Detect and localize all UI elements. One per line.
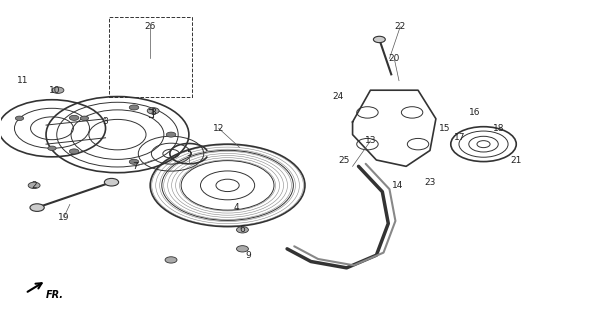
Circle shape: [147, 108, 159, 114]
Text: 12: 12: [213, 124, 224, 133]
Text: 18: 18: [493, 124, 504, 133]
Circle shape: [52, 87, 64, 93]
Text: 26: 26: [145, 22, 156, 31]
Circle shape: [48, 146, 56, 150]
Circle shape: [30, 204, 44, 212]
Text: 8: 8: [150, 108, 156, 117]
Text: 20: 20: [389, 54, 400, 63]
Text: FR.: FR.: [46, 290, 64, 300]
Text: 25: 25: [338, 156, 349, 164]
Text: 3: 3: [103, 117, 108, 126]
Circle shape: [28, 182, 40, 188]
Text: 7: 7: [132, 162, 138, 171]
Text: 23: 23: [424, 178, 435, 187]
Circle shape: [69, 149, 79, 154]
Text: 21: 21: [511, 156, 522, 164]
Circle shape: [16, 116, 24, 121]
Text: 19: 19: [58, 212, 69, 222]
Text: 2: 2: [31, 181, 37, 190]
Text: 11: 11: [17, 76, 28, 85]
Circle shape: [165, 257, 177, 263]
Circle shape: [105, 178, 118, 186]
Text: 24: 24: [332, 92, 343, 101]
Text: 10: 10: [49, 86, 61, 95]
Text: 5: 5: [186, 149, 192, 158]
Circle shape: [236, 227, 248, 233]
Text: 15: 15: [439, 124, 450, 133]
Text: 17: 17: [454, 133, 465, 142]
Text: 4: 4: [234, 203, 239, 212]
Text: 14: 14: [392, 181, 403, 190]
Circle shape: [80, 116, 89, 121]
Text: 9: 9: [246, 251, 251, 260]
Text: 6: 6: [240, 225, 245, 234]
Text: 22: 22: [395, 22, 406, 31]
Circle shape: [129, 105, 139, 110]
Circle shape: [236, 246, 248, 252]
Circle shape: [373, 36, 385, 43]
Circle shape: [166, 132, 176, 137]
Text: 13: 13: [365, 136, 376, 146]
Text: 16: 16: [469, 108, 480, 117]
Circle shape: [69, 115, 79, 120]
Circle shape: [129, 159, 139, 164]
